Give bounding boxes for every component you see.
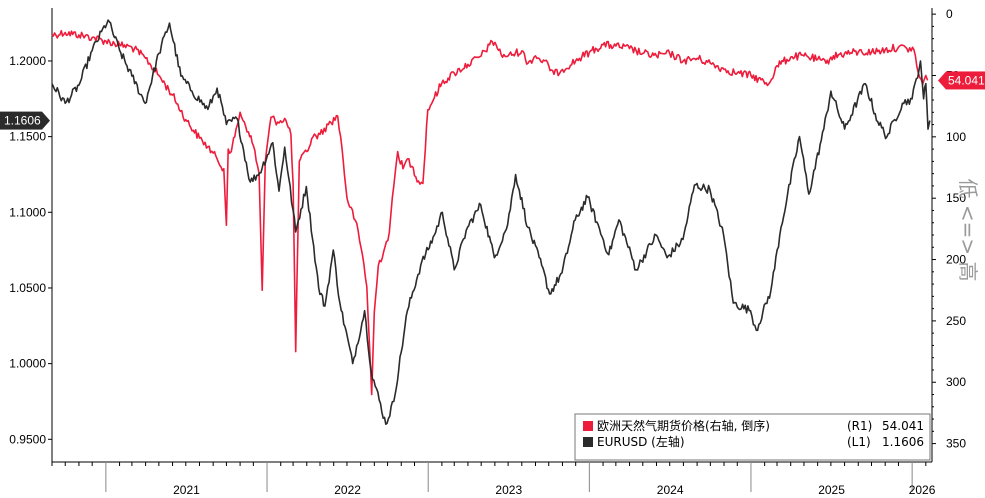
- legend-axis: (R1): [847, 419, 872, 433]
- left-tick-label: 1.0000: [9, 357, 46, 371]
- legend-axis: (L1): [847, 435, 871, 449]
- legend-label: 欧洲天然气期货价格(右轴, 倒序): [597, 418, 770, 433]
- gas-price-line: [51, 29, 929, 396]
- legend-value: 1.1606: [882, 435, 924, 449]
- left-tick-label: 1.0500: [9, 281, 46, 295]
- right-value-tag: [946, 71, 985, 90]
- year-label: 2021: [173, 483, 200, 497]
- legend-swatch: [583, 437, 593, 447]
- year-label: 2026: [909, 483, 936, 497]
- right-value-tag-arrow: [938, 71, 946, 90]
- right-tick-label: 350: [946, 437, 966, 451]
- right-tick-label: 200: [946, 253, 966, 267]
- left-tick-label: 1.1000: [9, 205, 46, 219]
- right-tick-label: 0: [946, 7, 953, 21]
- legend-swatch: [583, 421, 593, 431]
- left-value-tag-text: 1.1606: [4, 114, 41, 128]
- right-tick-label: 100: [946, 130, 966, 144]
- legend-box: [574, 413, 931, 461]
- left-tick-label: 1.2000: [9, 54, 46, 68]
- year-label: 2023: [495, 483, 522, 497]
- legend-value: 54.041: [882, 419, 924, 433]
- left-value-tag: [0, 111, 42, 130]
- legend-label: EURUSD (左轴): [597, 434, 685, 449]
- right-tick-label: 250: [946, 314, 966, 328]
- eurusd-line: [51, 19, 931, 425]
- right-axis-title: 低 <=> 高: [956, 179, 980, 282]
- year-label: 2024: [657, 483, 684, 497]
- right-tick-label: 300: [946, 375, 966, 389]
- legend: 欧洲天然气期货价格(右轴, 倒序) (R1) 54.041 EURUSD (左轴) (L…: [574, 413, 931, 461]
- left-tick-label: 0.9500: [9, 432, 46, 446]
- value-tags: 1.1606 54.041: [0, 71, 985, 130]
- right-value-tag-text: 54.041: [948, 73, 985, 87]
- left-tick-label: 1.1500: [9, 130, 46, 144]
- left-value-tag-arrow: [42, 111, 50, 130]
- series-layer: [51, 19, 931, 425]
- year-label: 2022: [334, 483, 361, 497]
- right-tick-label: 150: [946, 191, 966, 205]
- year-label: 2025: [818, 483, 845, 497]
